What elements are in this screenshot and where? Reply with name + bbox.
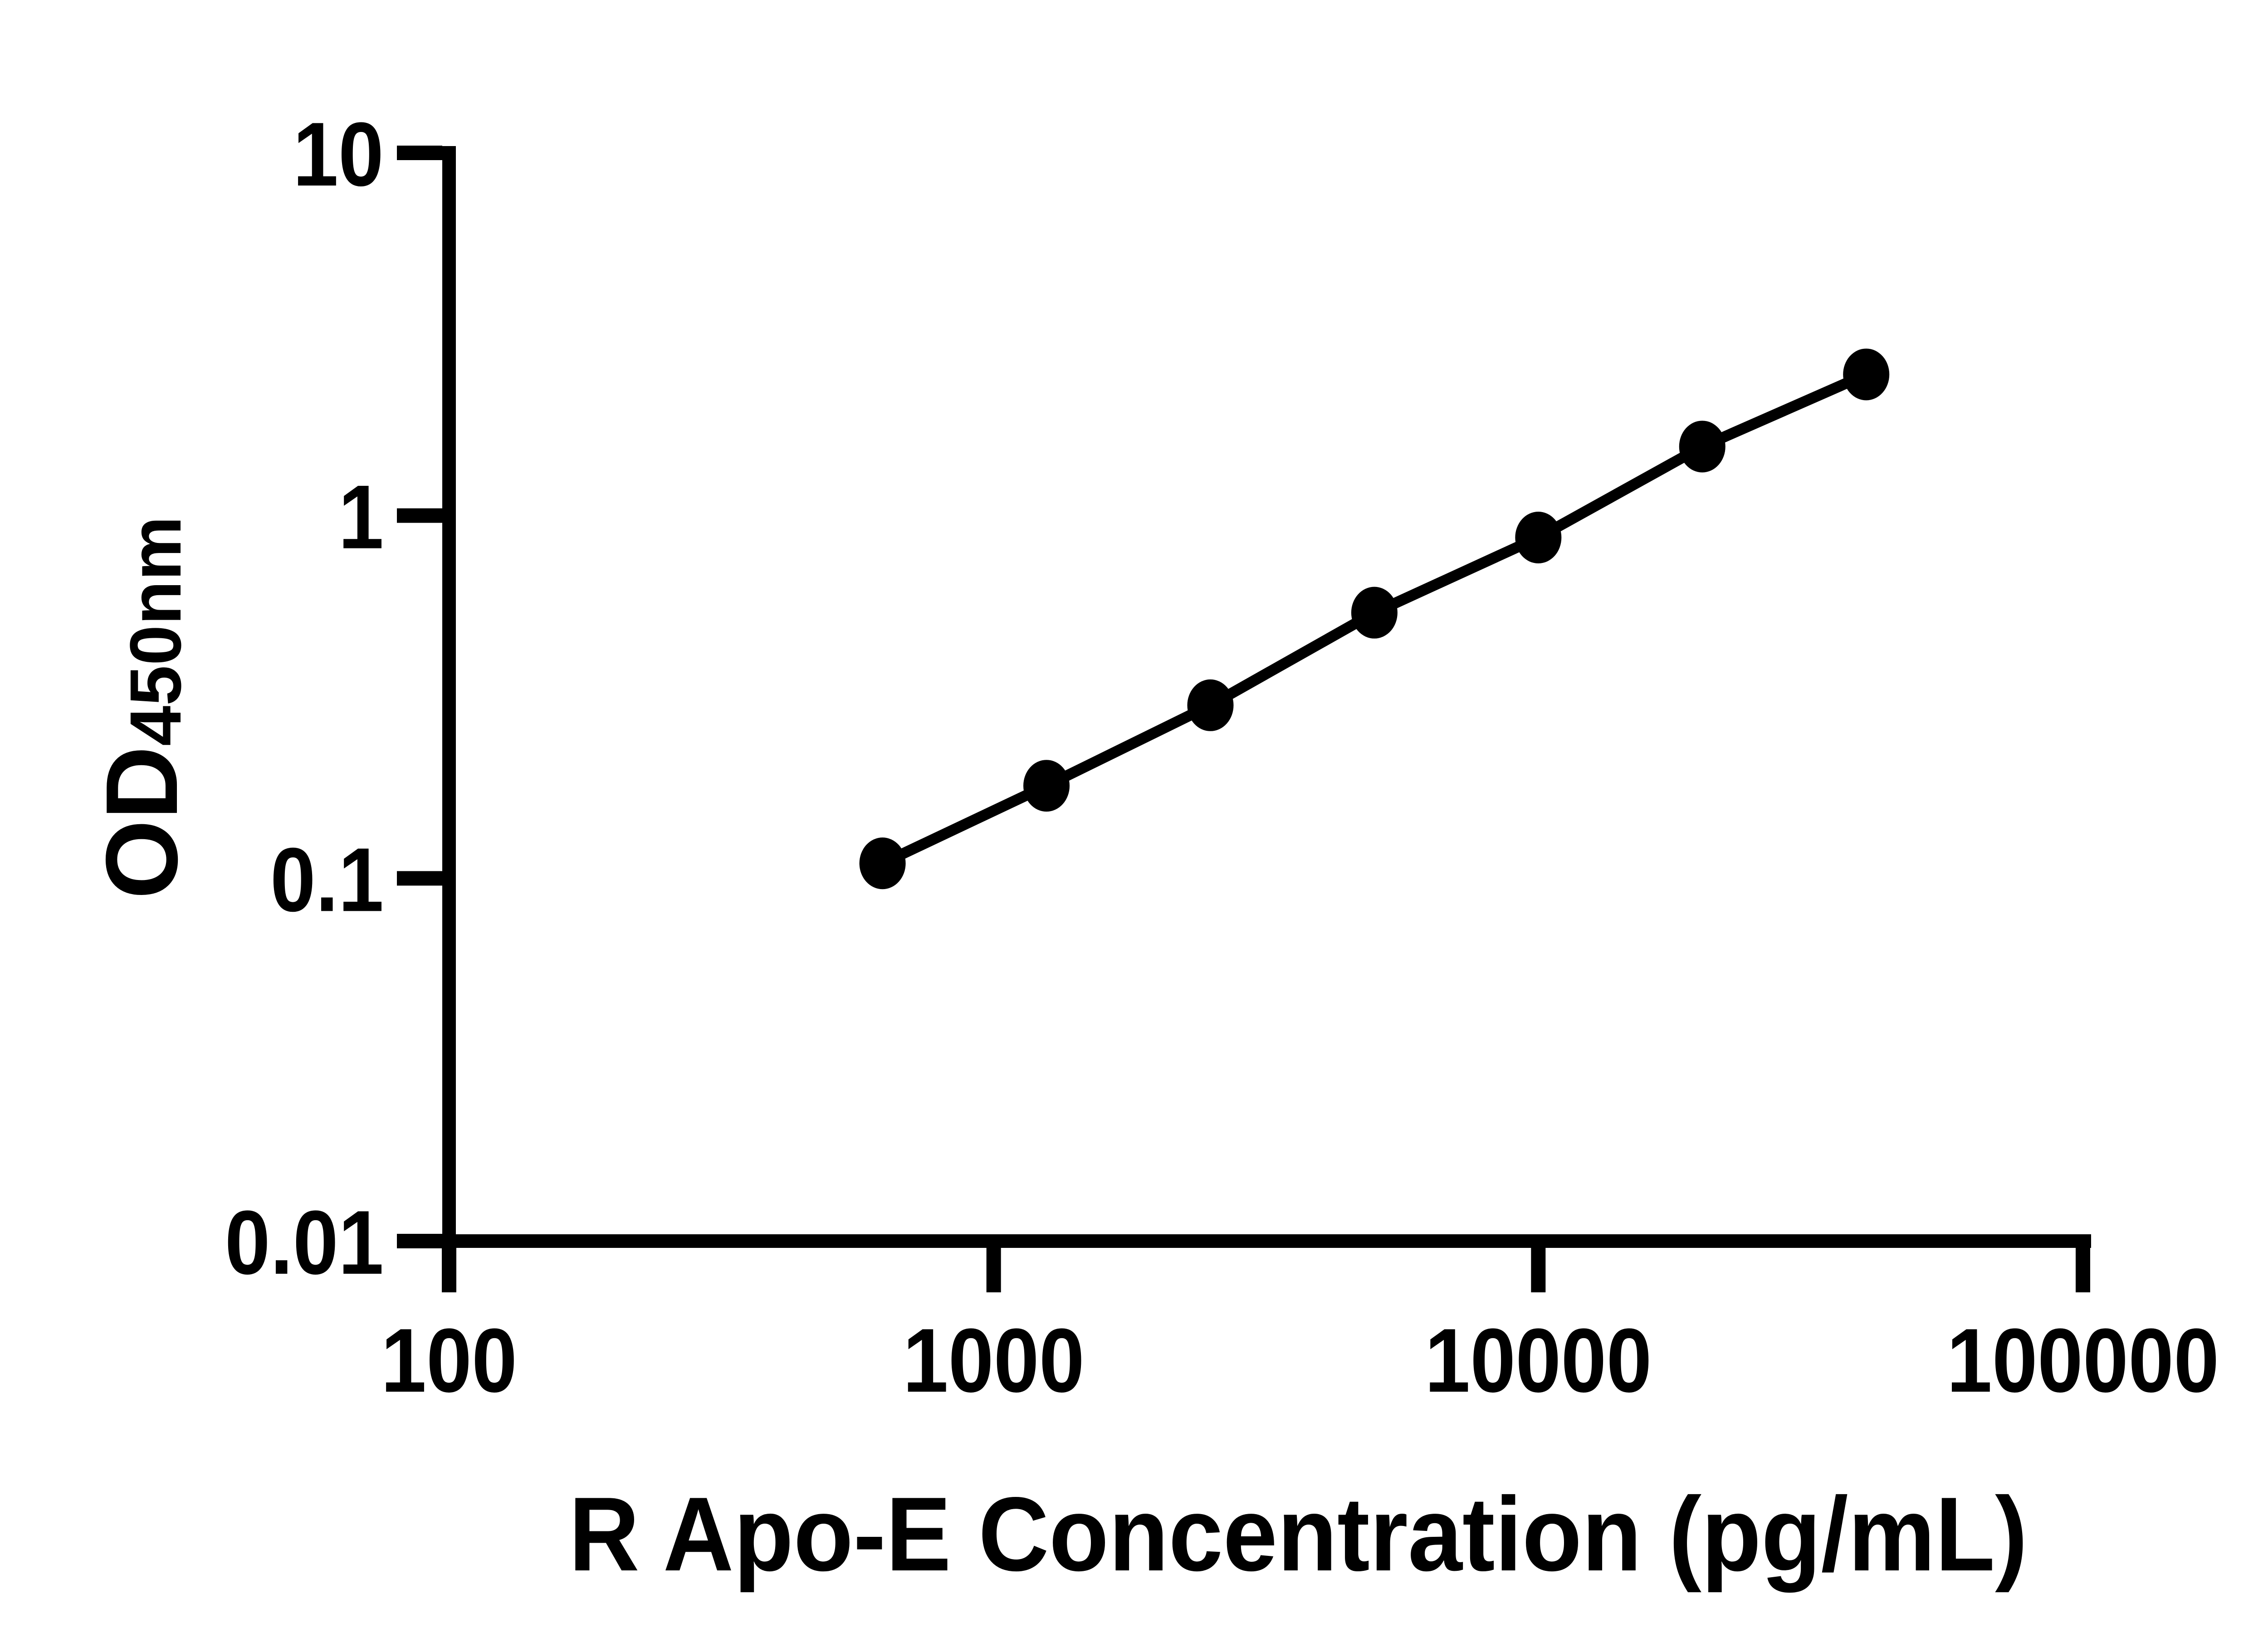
x-axis-title: R Apo-E Concentration (pg/mL) <box>569 1476 2028 1593</box>
x-tick-label: 100 <box>381 1310 517 1411</box>
data-points-group <box>859 348 1890 890</box>
y-tick-labels-group: 10 1 0.1 0.01 <box>225 104 384 1293</box>
y-tick-label: 0.1 <box>270 829 384 930</box>
y-tick-label: 1 <box>338 467 384 568</box>
x-tick-labels-group: 100 1000 10000 100000 <box>381 1310 2219 1411</box>
data-point <box>1023 760 1070 812</box>
data-point <box>1187 679 1234 731</box>
x-tick-label: 10000 <box>1425 1310 1652 1411</box>
data-point <box>1515 512 1562 564</box>
data-point <box>1351 587 1398 639</box>
y-tick-label: 0.01 <box>225 1192 384 1293</box>
y-axis-title-main: OD <box>84 746 199 900</box>
x-tick-label: 1000 <box>903 1310 1084 1411</box>
x-tick-label: 100000 <box>1947 1310 2219 1411</box>
data-point <box>1679 420 1725 473</box>
y-ticks-group <box>397 146 442 1248</box>
axes-group: 10 1 0.1 0.01 100 1000 10000 100000 <box>225 104 2219 1411</box>
x-ticks-group <box>442 1248 2090 1292</box>
series-group <box>859 348 1890 890</box>
y-axis-title: OD450nm <box>84 516 199 899</box>
y-axis-title-sub: 450nm <box>115 516 196 746</box>
data-point <box>859 837 906 890</box>
data-point <box>1843 348 1890 401</box>
y-tick-label: 10 <box>293 104 384 205</box>
